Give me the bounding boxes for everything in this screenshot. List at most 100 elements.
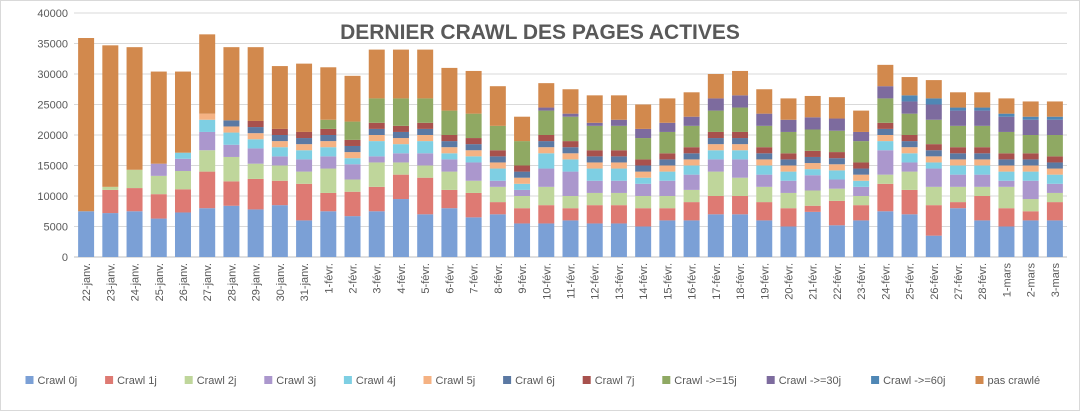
y-tick-label: 20000 — [37, 130, 68, 142]
bar-segment — [635, 196, 652, 209]
bar-segment — [150, 163, 167, 176]
bar-segment — [877, 135, 894, 142]
bar-segment — [756, 153, 773, 160]
bar-segment — [320, 156, 337, 169]
bar-segment — [465, 138, 482, 145]
x-tick-label: 20-févr. — [783, 263, 795, 300]
bar-segment — [174, 71, 191, 153]
bar-segment — [998, 226, 1015, 257]
legend-label: Crawl 2j — [197, 375, 237, 387]
legend-swatch — [582, 376, 591, 384]
bar-segment — [392, 98, 409, 126]
x-tick-label: 1-févr. — [323, 263, 335, 294]
bar-segment — [877, 98, 894, 123]
bar-segment — [562, 159, 579, 172]
bar-segment — [441, 159, 458, 172]
bar-segment — [828, 118, 845, 131]
bar-segment — [368, 122, 385, 129]
bar-segment — [344, 75, 361, 122]
bar-segment — [974, 92, 991, 108]
bar-segment — [199, 131, 216, 151]
bar-segment — [78, 38, 95, 212]
bar-segment — [683, 189, 700, 203]
bar-segment — [586, 168, 603, 181]
bar-segment — [465, 113, 482, 139]
bar-segment — [344, 121, 361, 140]
bar-segment — [368, 49, 385, 99]
bar-segment — [756, 125, 773, 148]
legend-label: Crawl ->=60j — [883, 375, 945, 387]
bar-segment — [925, 168, 942, 187]
bar-segment — [102, 186, 119, 190]
bar-segment — [247, 133, 264, 140]
bar-segment — [683, 165, 700, 175]
bar-segment — [586, 205, 603, 224]
bar-segment — [659, 220, 676, 257]
bar-segment — [586, 192, 603, 206]
bar-segment — [174, 189, 191, 213]
bar-segment — [732, 138, 749, 145]
legend-label: Crawl 6j — [515, 375, 555, 387]
y-tick-label: 25000 — [37, 100, 68, 112]
bar-segment — [853, 168, 870, 175]
x-tick-label: 1-mars — [1001, 263, 1013, 298]
bar-segment — [974, 110, 991, 126]
bar-segment — [392, 49, 409, 99]
x-tick-label: 28-janv. — [226, 263, 238, 301]
bar-segment — [417, 153, 434, 166]
bar-segment — [586, 122, 603, 126]
bar-segment — [804, 150, 821, 157]
legend-swatch — [264, 376, 273, 384]
bar-segment — [974, 159, 991, 166]
bar-segment — [659, 98, 676, 123]
bar-segment — [901, 153, 918, 163]
bar-segment — [320, 192, 337, 212]
x-tick-label: 23-févr. — [856, 263, 868, 300]
bar-segment — [1022, 180, 1039, 200]
x-tick-label: 3-mars — [1050, 263, 1062, 298]
bar-segment — [441, 135, 458, 142]
bar-segment — [296, 183, 313, 221]
bar-segment — [417, 177, 434, 215]
bar-segment — [538, 141, 555, 148]
bar-segment — [853, 141, 870, 163]
bar-segment — [1046, 220, 1063, 257]
bar-segment — [417, 135, 434, 142]
bar-segment — [514, 189, 531, 196]
bar-segment — [586, 95, 603, 123]
bar-segment — [1022, 165, 1039, 172]
bar-segment — [635, 177, 652, 184]
bar-segment — [102, 213, 119, 257]
bar-segment — [296, 150, 313, 160]
bar-segment — [974, 174, 991, 187]
bar-segment — [441, 147, 458, 154]
bar-segment — [538, 205, 555, 224]
bar-segment — [223, 126, 240, 133]
bar-segment — [538, 83, 555, 108]
bar-segment — [998, 116, 1015, 132]
legend-swatch — [871, 376, 880, 384]
bar-segment — [126, 169, 143, 189]
bar-segment — [853, 186, 870, 196]
bar-segment — [1022, 153, 1039, 160]
bar-segment — [974, 196, 991, 221]
bar-segment — [562, 141, 579, 148]
bar-segment — [562, 113, 579, 117]
bar-segment — [950, 92, 967, 108]
bar-segment — [538, 186, 555, 206]
legend-label: pas crawlé — [988, 375, 1041, 387]
bar-segment — [150, 71, 167, 164]
x-tick-label: 19-févr. — [759, 263, 771, 300]
bar-segment — [174, 158, 191, 171]
x-tick-label: 13-févr. — [614, 263, 626, 300]
bar-segment — [247, 139, 264, 149]
bar-segment — [925, 104, 942, 120]
x-tick-label: 9-févr. — [517, 263, 529, 294]
x-tick-label: 11-févr. — [566, 263, 578, 299]
bar-segment — [683, 174, 700, 190]
bar-segment — [950, 186, 967, 203]
bar-segment — [828, 97, 845, 119]
bar-segment — [732, 107, 749, 132]
bar-segment — [1022, 159, 1039, 166]
